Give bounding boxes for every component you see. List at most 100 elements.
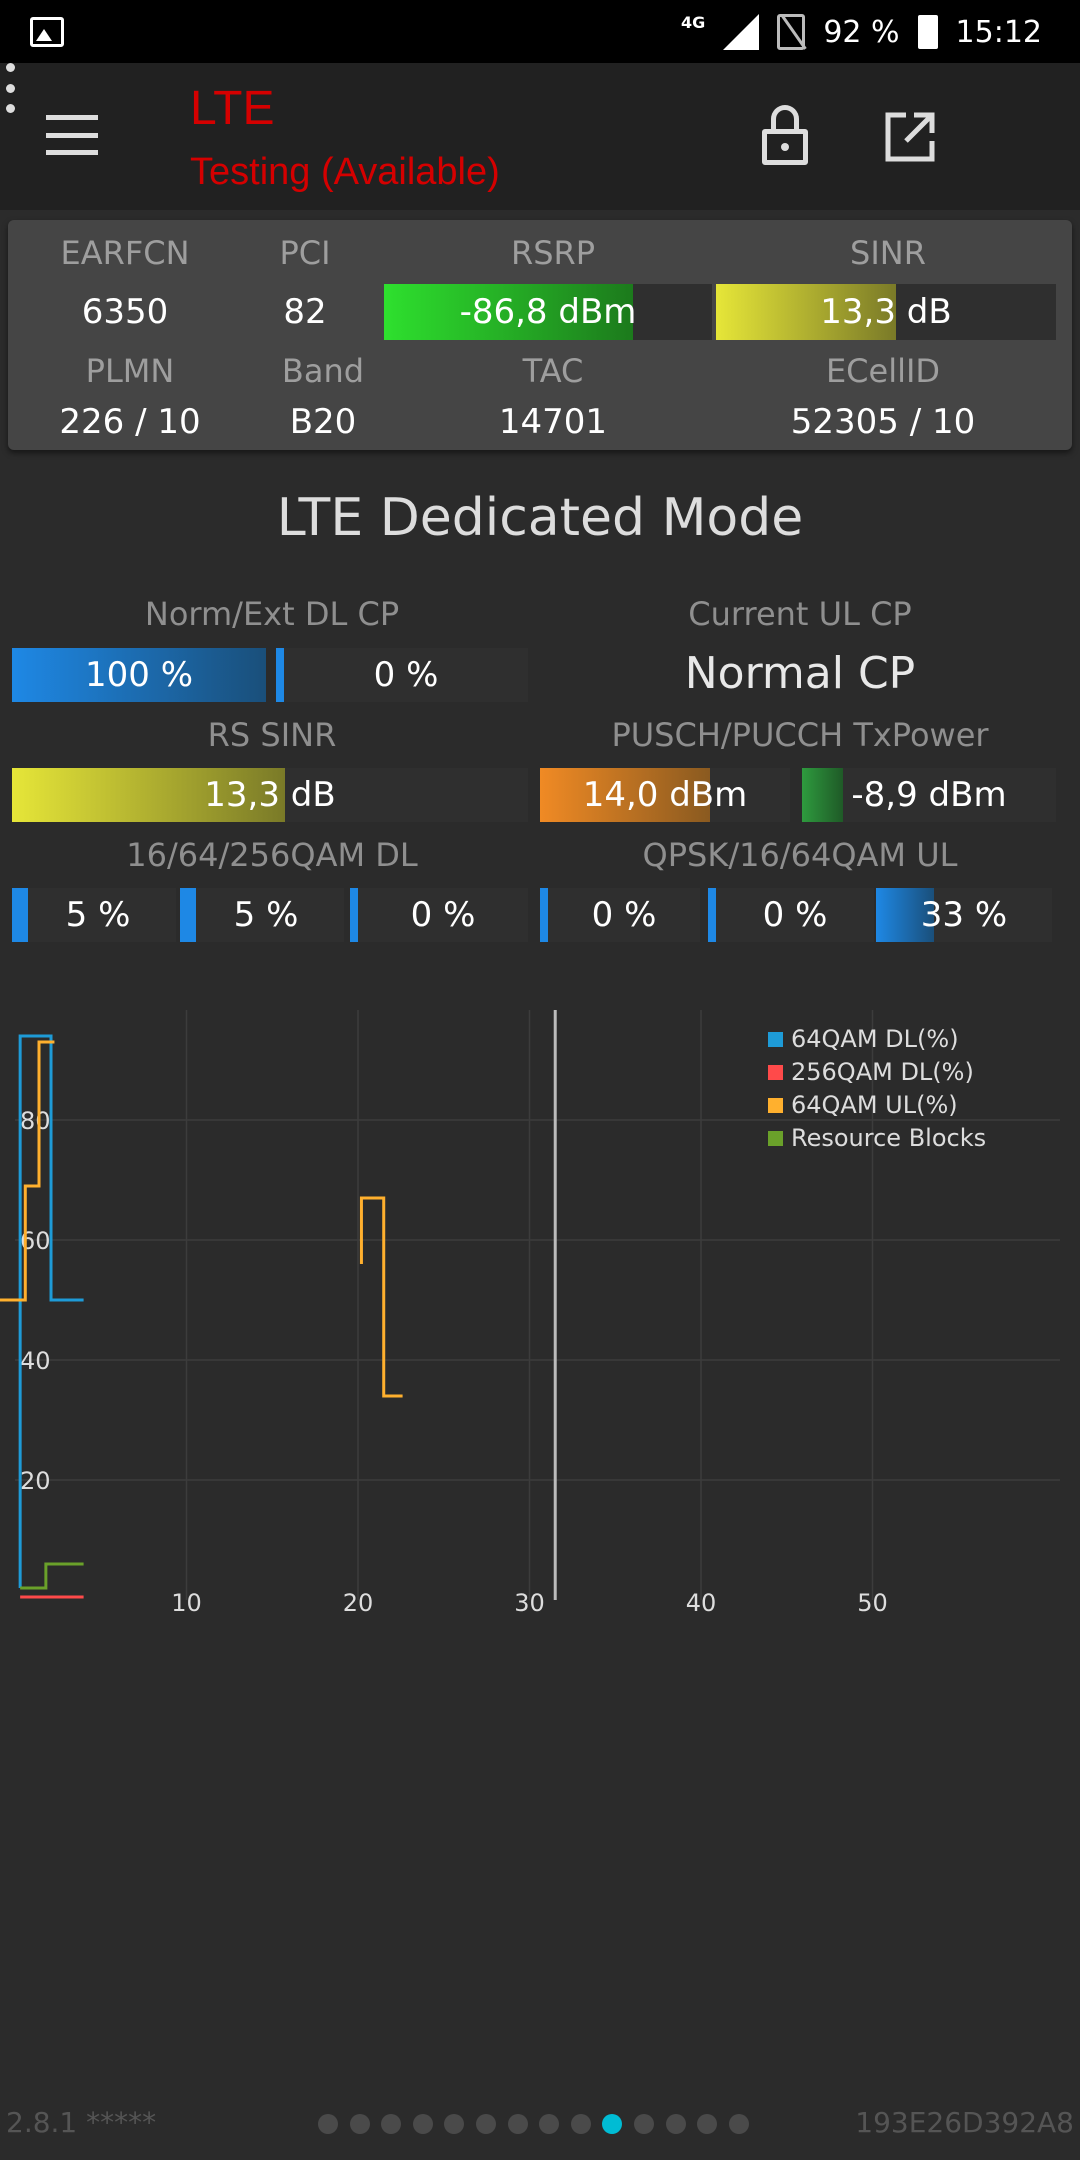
legend-label: Resource Blocks: [791, 1124, 986, 1152]
plmn-value: 226 / 10: [59, 402, 201, 442]
pusch-value: 14,0 dBm: [582, 775, 748, 815]
qam-ul-qpsk-value: 0 %: [591, 895, 657, 935]
pusch-fill: [540, 768, 710, 822]
rs-sinr-label: RS SINR: [207, 716, 337, 754]
page-dot[interactable]: [570, 2114, 591, 2134]
lock-icon[interactable]: [762, 105, 808, 165]
qam-dl-64-bar: 5 %: [180, 888, 344, 942]
qam-dl-256-bar: 0 %: [350, 888, 528, 942]
legend-swatch: [768, 1131, 783, 1146]
app-version: 2.8.1 *****: [6, 2106, 157, 2139]
page-dot[interactable]: [633, 2114, 654, 2134]
qam-ul-16-value: 0 %: [762, 895, 828, 935]
earfcn-label: EARFCN: [60, 234, 190, 272]
sinr-label: SINR: [850, 234, 926, 272]
page-dot[interactable]: [665, 2114, 686, 2134]
page-dot[interactable]: [728, 2114, 749, 2134]
qam-ul-64-fill: [876, 888, 935, 942]
image-notification-icon: [30, 17, 64, 47]
page-dot[interactable]: [412, 2114, 433, 2134]
open-external-icon[interactable]: [884, 111, 936, 163]
series-line: [0, 1040, 55, 1302]
tac-value: 14701: [498, 402, 608, 442]
pusch-bar: 14,0 dBm: [540, 768, 790, 822]
dl-cp-label: Norm/Ext DL CP: [144, 595, 400, 633]
dl-cp-norm-value: 100 %: [84, 655, 193, 695]
qam-ul-label: QPSK/16/64QAM UL: [642, 836, 958, 874]
qam-dl-label: 16/64/256QAM DL: [126, 836, 418, 874]
qam-dl-64-fill: [188, 888, 196, 942]
ecellid-value: 52305 / 10: [790, 402, 976, 442]
plmn-label: PLMN: [85, 352, 175, 390]
series-line: [20, 1562, 84, 1590]
status-bar: 4G 92 % 15:12: [0, 0, 1080, 63]
pucch-fill: [802, 768, 843, 822]
x-tick-label: 30: [514, 1589, 545, 1617]
sinr-bar: 13,3 dB: [716, 284, 1056, 340]
y-tick-label: 40: [20, 1347, 51, 1375]
x-tick-label: 50: [857, 1589, 888, 1617]
x-tick-label: 10: [171, 1589, 202, 1617]
cell-info-panel: EARFCN 6350 PCI 82 RSRP -86,8 dBm SINR 1…: [8, 220, 1072, 450]
app-toolbar: LTE Testing (Available): [0, 63, 1080, 210]
rsrp-value: -86,8 dBm: [459, 292, 637, 332]
legend-label: 64QAM UL(%): [791, 1091, 958, 1119]
dl-cp-norm-bar: 100 %: [12, 648, 266, 702]
dl-cp-norm-fill: [12, 648, 266, 702]
rsrp-label: RSRP: [510, 234, 596, 272]
toolbar-title: LTE: [190, 82, 275, 135]
section-title: LTE Dedicated Mode: [276, 488, 804, 548]
txpower-label: PUSCH/PUCCH TxPower: [611, 716, 989, 754]
ul-cp-value: Normal CP: [684, 648, 916, 699]
legend-label: 256QAM DL(%): [791, 1058, 974, 1086]
qam-ul-64-value: 33 %: [920, 895, 1008, 935]
page-dot[interactable]: [444, 2114, 465, 2134]
y-tick-label: 80: [20, 1107, 51, 1135]
more-options-icon[interactable]: [0, 63, 20, 113]
rs-sinr-fill: [12, 768, 286, 822]
band-label: Band: [281, 352, 365, 390]
page-dot[interactable]: [602, 2114, 623, 2134]
rs-sinr-bar: 13,3 dB: [12, 768, 528, 822]
pci-label: PCI: [279, 234, 331, 272]
page-indicator[interactable]: [318, 2114, 749, 2134]
rsrp-bar: -86,8 dBm: [384, 284, 712, 340]
ul-cp-label: Current UL CP: [688, 595, 912, 633]
no-sim-icon: [777, 14, 806, 50]
page-dot[interactable]: [349, 2114, 370, 2134]
pucch-value: -8,9 dBm: [851, 775, 1007, 815]
clock: 15:12: [955, 14, 1042, 50]
sinr-value: 13,3 dB: [820, 292, 952, 332]
x-tick-label: 20: [343, 1589, 374, 1617]
qam-dl-16-bar: 5 %: [12, 888, 176, 942]
pci-value: 82: [283, 292, 327, 332]
page-dot[interactable]: [507, 2114, 528, 2134]
legend-label: 64QAM DL(%): [791, 1025, 959, 1053]
page-dot[interactable]: [697, 2114, 718, 2134]
qam-ul-16-bar: 0 %: [708, 888, 874, 942]
legend-swatch: [768, 1098, 783, 1113]
page-dot[interactable]: [381, 2114, 402, 2134]
menu-icon[interactable]: [46, 115, 98, 155]
network-type: 4G: [681, 12, 706, 32]
qam-ul-qpsk-bar: 0 %: [540, 888, 700, 942]
qam-dl-64-value: 5 %: [233, 895, 299, 935]
legend-swatch: [768, 1032, 783, 1047]
qam-ul-64-bar: 33 %: [876, 888, 1052, 942]
page-dot[interactable]: [475, 2114, 496, 2134]
qam-dl-16-value: 5 %: [65, 895, 131, 935]
battery-percent: 92 %: [823, 14, 900, 50]
qam-dl-16-fill: [20, 888, 28, 942]
dl-cp-ext-value: 0 %: [373, 655, 439, 695]
device-id: 193E26D392A8: [855, 2106, 1074, 2139]
page-dot[interactable]: [539, 2114, 560, 2134]
sinr-fill: [716, 284, 897, 340]
y-tick-label: 20: [20, 1467, 51, 1495]
page-dot[interactable]: [318, 2114, 338, 2134]
band-value: B20: [289, 402, 357, 442]
toolbar-subtitle: Testing (Available): [190, 151, 500, 193]
x-tick-label: 40: [686, 1589, 717, 1617]
rsrp-fill: [384, 284, 634, 340]
ecellid-label: ECellID: [825, 352, 941, 390]
